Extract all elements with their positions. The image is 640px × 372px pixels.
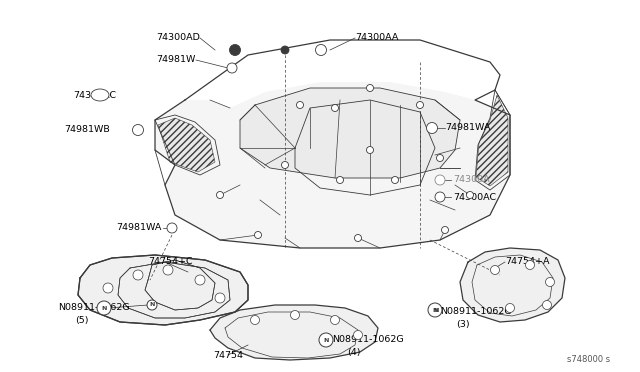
Ellipse shape [435,192,445,202]
Ellipse shape [250,315,259,324]
Ellipse shape [316,45,326,55]
Ellipse shape [436,154,444,161]
Ellipse shape [91,89,109,101]
Ellipse shape [195,275,205,285]
Text: 74300AD: 74300AD [156,33,200,42]
Ellipse shape [291,311,300,320]
Ellipse shape [255,231,262,238]
Polygon shape [476,95,508,186]
Text: 74754+C: 74754+C [148,257,193,266]
Ellipse shape [227,63,237,73]
Ellipse shape [103,283,113,293]
Ellipse shape [435,175,445,185]
Ellipse shape [97,301,111,315]
Text: 74754: 74754 [213,350,243,359]
Polygon shape [155,82,510,248]
Text: s748000 s: s748000 s [567,356,610,365]
Text: N08911-1062G: N08911-1062G [58,304,130,312]
Text: 74300AA: 74300AA [355,33,398,42]
Text: N: N [432,308,438,312]
Ellipse shape [392,176,399,183]
Text: (3): (3) [456,320,470,328]
Ellipse shape [367,147,374,154]
Ellipse shape [163,265,173,275]
Ellipse shape [337,176,344,183]
Ellipse shape [367,84,374,92]
Ellipse shape [230,45,241,55]
Polygon shape [240,88,460,178]
Ellipse shape [132,125,143,135]
Text: 74981W: 74981W [157,55,196,64]
Ellipse shape [147,300,157,310]
Ellipse shape [296,102,303,109]
Text: N: N [433,308,438,312]
Ellipse shape [355,234,362,241]
Polygon shape [78,255,248,325]
Ellipse shape [490,266,499,275]
Text: 74981WA: 74981WA [445,124,490,132]
Ellipse shape [431,305,441,315]
Text: 74300A: 74300A [453,176,490,185]
Text: 74981WA: 74981WA [116,224,162,232]
Polygon shape [460,248,565,322]
Ellipse shape [428,303,442,317]
Text: (4): (4) [348,349,361,357]
Text: N08911-1062G: N08911-1062G [332,336,404,344]
Text: (5): (5) [76,317,89,326]
Ellipse shape [545,278,554,286]
Ellipse shape [319,333,333,347]
Ellipse shape [426,122,438,134]
Ellipse shape [282,161,289,169]
Ellipse shape [442,227,449,234]
Ellipse shape [506,304,515,312]
Text: N: N [323,337,329,343]
Ellipse shape [330,315,339,324]
Polygon shape [158,118,215,172]
Ellipse shape [353,330,362,340]
Ellipse shape [167,223,177,233]
Ellipse shape [332,105,339,112]
Ellipse shape [467,192,474,199]
Ellipse shape [543,301,552,310]
Ellipse shape [216,192,223,199]
Text: N: N [149,302,155,308]
Text: 74300AC: 74300AC [73,90,116,99]
Text: 74981WB: 74981WB [64,125,110,135]
Ellipse shape [215,293,225,303]
Ellipse shape [281,46,289,54]
Text: N08911-1062G: N08911-1062G [440,307,511,315]
Text: 74300AC: 74300AC [453,192,496,202]
Ellipse shape [133,270,143,280]
Polygon shape [210,305,378,360]
Ellipse shape [525,260,534,269]
Text: N: N [101,305,107,311]
Text: 74754+A: 74754+A [505,257,550,266]
Ellipse shape [417,102,424,109]
